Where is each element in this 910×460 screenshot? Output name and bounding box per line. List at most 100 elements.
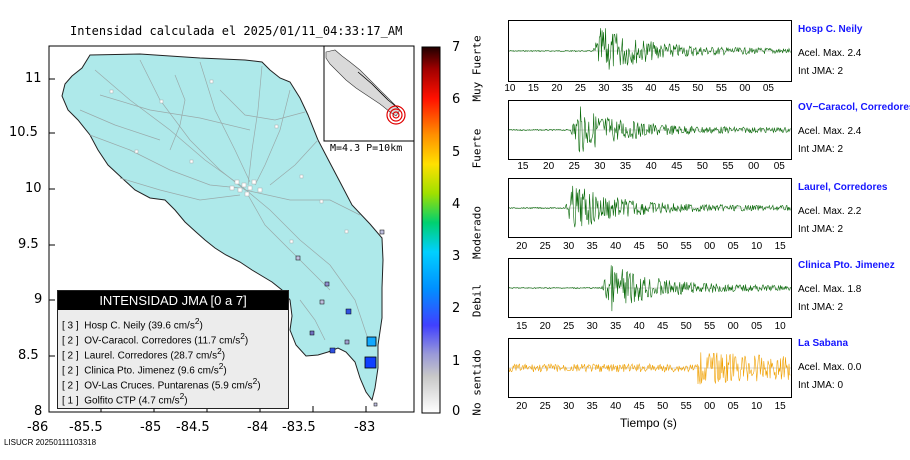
waveform bbox=[508, 185, 791, 228]
seismogram-tick-label: 00 bbox=[739, 83, 751, 94]
seismogram-tick-label: 05 bbox=[751, 321, 763, 332]
seismogram-tick-label: 30 bbox=[598, 83, 610, 94]
seismogram-panel bbox=[508, 20, 792, 82]
seismogram-tick-label: 10 bbox=[774, 321, 786, 332]
seismogram-tick-label: 35 bbox=[586, 241, 598, 252]
map-title: Intensidad calculada el 2025/01/11_04:33… bbox=[70, 24, 403, 38]
waveform bbox=[508, 28, 791, 70]
station-ov-caracol bbox=[366, 336, 377, 347]
seismogram-tick-label: 50 bbox=[692, 83, 704, 94]
map-x-tick: -85 bbox=[140, 420, 162, 435]
seismogram-tick-label: 20 bbox=[551, 83, 563, 94]
seismogram-tick-label: 20 bbox=[516, 241, 528, 252]
seismogram-tick-label: 40 bbox=[645, 161, 657, 172]
station-small bbox=[373, 402, 378, 407]
seismogram-tick-label: 00 bbox=[727, 321, 739, 332]
map-x-tick: -84.5 bbox=[176, 420, 210, 435]
colorbar-tick: 0 bbox=[452, 404, 461, 419]
seismogram-tick-label: 55 bbox=[680, 401, 692, 412]
colorbar-tick: 4 bbox=[452, 197, 461, 212]
colorbar-tick: 2 bbox=[452, 301, 461, 316]
colorbar-tick: 3 bbox=[452, 249, 461, 264]
station-name: Hosp C. Neily bbox=[798, 24, 863, 35]
seismogram-panel bbox=[508, 178, 792, 238]
seismogram-panel bbox=[508, 100, 792, 160]
seismogram-tick-label: 35 bbox=[619, 161, 632, 172]
map-y-tick: 8 bbox=[34, 404, 43, 419]
seismogram-tick-label: 25 bbox=[539, 241, 551, 252]
seismogram-tick-label: 20 bbox=[516, 401, 528, 412]
intensity-colorbar bbox=[421, 46, 441, 414]
map-y-tick: 8.5 bbox=[18, 348, 39, 363]
seismogram-tick-label: 10 bbox=[504, 83, 516, 94]
map-y-tick: 11 bbox=[25, 71, 42, 86]
seismogram-tick-label: 30 bbox=[563, 401, 575, 412]
station-int: Int JMA: 0 bbox=[798, 380, 844, 391]
town-markers bbox=[109, 79, 349, 244]
station-acel: Acel. Max. 2.2 bbox=[798, 206, 862, 217]
colorbar-tick: 5 bbox=[452, 145, 461, 160]
seismogram-tick-label: 30 bbox=[594, 161, 606, 172]
seismogram-panel bbox=[508, 258, 792, 318]
seismogram-tick-label: 25 bbox=[574, 83, 586, 94]
waveform bbox=[508, 106, 791, 153]
legend-row: [ 2 ] OV-Caracol. Corredores (11.7 cm/s2… bbox=[62, 331, 249, 347]
seismogram-tick-label: 15 bbox=[774, 241, 786, 252]
seismogram-tick-label: 35 bbox=[621, 83, 633, 94]
map-x-tick: -83 bbox=[354, 420, 376, 435]
legend-row: [ 2 ] Clinica Pto. Jimenez (9.6 cm/s2) bbox=[62, 361, 227, 377]
intensity-legend: INTENSIDAD JMA [0 a 7] [ 3 ] Hosp C. Nei… bbox=[57, 290, 289, 409]
seismogram-tick-label: 55 bbox=[722, 161, 734, 172]
seismogram-tick-label: 25 bbox=[539, 401, 551, 412]
seismogram-tick-label: 45 bbox=[671, 161, 683, 172]
seismogram-tick-label: 45 bbox=[657, 321, 669, 332]
inset-magnitude-label: M=4.3 P=10km bbox=[330, 143, 403, 154]
seismogram-tick-label: 20 bbox=[539, 321, 551, 332]
station-small bbox=[295, 255, 301, 261]
seismogram-tick-label: 55 bbox=[704, 321, 716, 332]
waveform bbox=[508, 265, 791, 312]
colorbar-tick: 7 bbox=[452, 40, 461, 55]
seismogram-tick-label: 40 bbox=[610, 401, 622, 412]
map-y-tick: 9.5 bbox=[18, 237, 39, 252]
seismogram-tick-label: 35 bbox=[610, 321, 622, 332]
station-name: Clinica Pto. Jimenez bbox=[798, 260, 895, 271]
legend-row: [ 1 ] Golfito CTP (4.7 cm/s2) bbox=[62, 391, 188, 407]
seismogram-tick-label: 15 bbox=[774, 401, 786, 412]
station-name: OV−Caracol, Corredores bbox=[798, 102, 910, 113]
seismogram-tick-label: 20 bbox=[543, 161, 555, 172]
colorbar-tick: 1 bbox=[452, 354, 461, 369]
map-x-tick: -85.5 bbox=[69, 420, 103, 435]
seismogram-tick-label: 00 bbox=[704, 401, 716, 412]
seismogram-tick-label: 05 bbox=[727, 241, 739, 252]
map-y-tick: 10 bbox=[25, 181, 42, 196]
station-golfito bbox=[344, 339, 350, 345]
station-name: Laurel, Corredores bbox=[798, 182, 888, 193]
seismogram-panel bbox=[508, 338, 792, 398]
seismogram-tick-label: 05 bbox=[773, 161, 785, 172]
seismogram-tick-label: 45 bbox=[633, 401, 645, 412]
seismogram-tick-label: 00 bbox=[748, 161, 760, 172]
seismogram-tick-label: 30 bbox=[563, 241, 575, 252]
seismogram-tick-label: 50 bbox=[680, 321, 692, 332]
map-x-tick: -83.5 bbox=[282, 420, 316, 435]
station-laurel bbox=[345, 308, 352, 315]
station-pto-jimenez bbox=[329, 347, 336, 354]
seismogram-tick-label: 05 bbox=[727, 401, 739, 412]
seismogram-tick-label: 45 bbox=[633, 241, 645, 252]
road-network bbox=[79, 59, 371, 346]
costa-rica-land bbox=[61, 53, 384, 402]
map-x-tick: -86 bbox=[27, 420, 49, 435]
station-int: Int JMA: 2 bbox=[798, 66, 844, 77]
seismogram-tick-label: 15 bbox=[527, 83, 539, 94]
station-acel: Acel. Max. 0.0 bbox=[798, 362, 862, 373]
seismogram-tick-label: 15 bbox=[516, 321, 528, 332]
station-small bbox=[379, 229, 385, 235]
legend-row: [ 2 ] Laurel. Corredores (28.7 cm/s2) bbox=[62, 346, 226, 362]
seismogram-tick-label: 35 bbox=[586, 401, 598, 412]
seismogram-tick-label: 45 bbox=[668, 83, 680, 94]
seismogram-tick-label: 50 bbox=[657, 241, 669, 252]
seismogram-tick-label: 40 bbox=[645, 83, 657, 94]
seismogram-tick-label: 00 bbox=[704, 241, 716, 252]
